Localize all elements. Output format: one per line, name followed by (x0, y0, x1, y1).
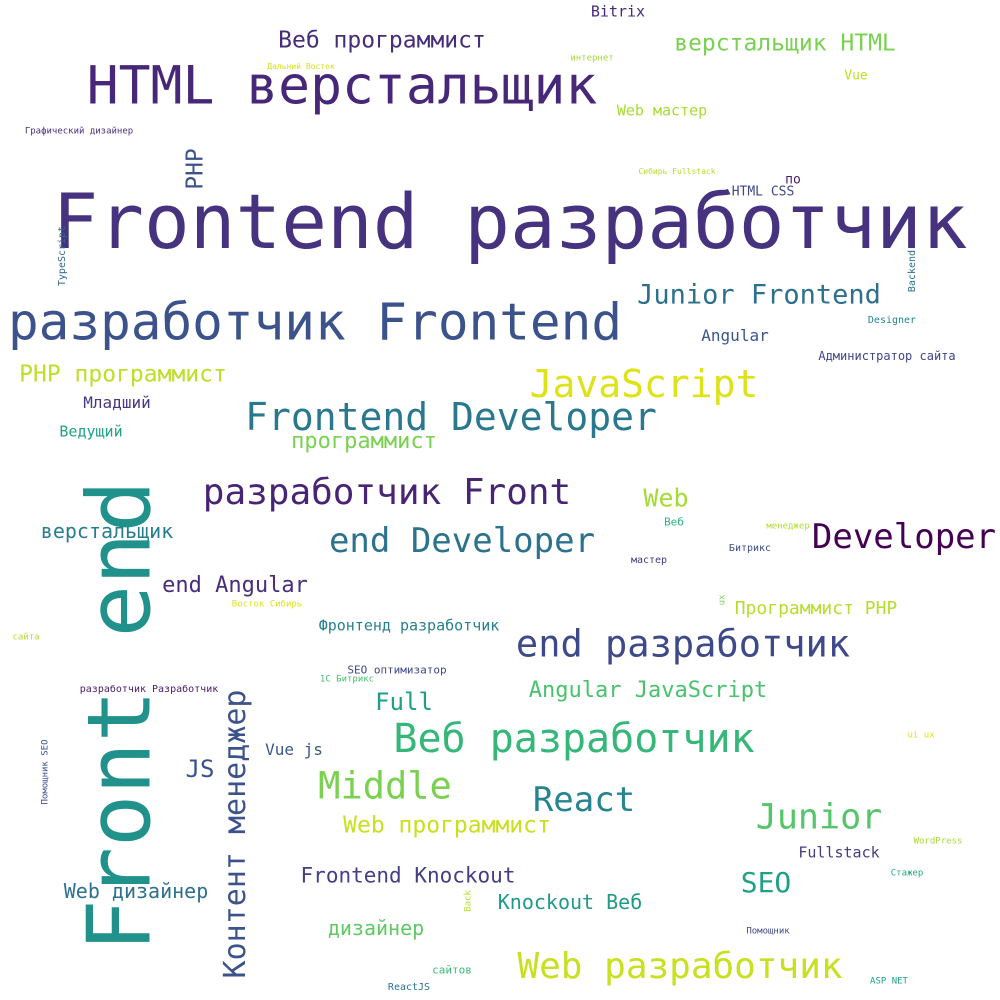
word-ui-ux: ui ux (907, 730, 935, 741)
word-internet: интернет (570, 53, 614, 64)
word-js: JS (185, 755, 215, 783)
word-seo: SEO (740, 866, 792, 899)
word-web-dizayner: Web дизайнер (63, 879, 209, 903)
word-seo-optimizator: SEO оптимизатор (347, 663, 447, 677)
word-angular: Angular (701, 326, 769, 345)
word-saytov: сайтов (432, 963, 472, 977)
word-html-css: HTML CSS (731, 184, 795, 200)
word-razrabotchik-front: разработчик Front (202, 472, 572, 513)
word-mladshiy: Младший (83, 393, 151, 412)
word-vostok-sibir: Восток Сибирь (231, 599, 303, 610)
word-pomoschnik: Помощник (746, 926, 790, 937)
word-junior-frontend: Junior Frontend (637, 279, 881, 311)
word-1s-bitriks: 1С Битрикс (319, 674, 375, 685)
word-vue-js: Vue js (265, 740, 323, 759)
word-veb: Веб (664, 515, 684, 529)
word-typescript: TypeScript (57, 225, 68, 287)
word-end-angular: end Angular (162, 573, 308, 598)
word-php-programmist: PHP программист (19, 361, 227, 388)
word-dalniy-vostok: Дальний Восток (267, 62, 335, 71)
word-razrabotchik-frontend: разработчик Frontend (7, 293, 623, 353)
word-veb-razrabotchik: Веб разработчик (393, 716, 755, 762)
word-bitriks: Битрикс (728, 543, 772, 554)
word-web: Web (643, 483, 689, 513)
word-verstalschik-html: верстальщик HTML (674, 30, 896, 57)
word-back: Back (463, 890, 474, 912)
word-end-developer: end Developer (328, 521, 596, 561)
word-designer: Designer (867, 315, 917, 326)
word-frontend-razrabotchik: Frontend разработчик (52, 177, 968, 266)
word-end-razrabotchik: end разработчик (515, 622, 851, 666)
word-sibir-fullstack: Сибирь Fullstack (638, 167, 716, 176)
word-master: мастер (630, 555, 668, 566)
word-veduschiy: Ведущий (59, 422, 123, 441)
word-web-master: Web мастер (616, 101, 708, 120)
word-developer: Developer (811, 517, 997, 557)
word-frontend-razrabotchik: Фронтенд разработчик (318, 616, 500, 635)
word-programmist: программист (291, 429, 437, 454)
word-angular-javascript: Angular JavaScript (528, 678, 768, 703)
word-razrabotchik-razrabotchik: разработчик Разработчик (79, 684, 219, 695)
word-graficheskiy-dizayner: Графический дизайнер (24, 126, 134, 137)
word-web-razrabotchik: Web разработчик (517, 946, 843, 987)
word-veb-programmist: Веб программист (278, 27, 486, 54)
word-stazher: Стажер (890, 868, 924, 879)
word-wordpress: WordPress (913, 836, 963, 847)
word-html-verstalschik: HTML верстальщик (86, 55, 598, 117)
word-verstalschik: верстальщик (40, 519, 174, 543)
word-bitrix: Bitrix (590, 2, 646, 21)
word-asp-net: ASP NET (870, 976, 908, 987)
word-sayta: сайта (12, 632, 40, 643)
word-frontend-developer: Frontend Developer (245, 395, 657, 439)
word-ux: ux (717, 594, 728, 606)
word-reactjs: ReactJS (387, 982, 431, 993)
word-po: по (785, 172, 801, 188)
word-backend: Backend (907, 249, 918, 293)
word-administrator-sayta: Администратор сайта (818, 349, 956, 363)
word-menedzher: менеджер (766, 521, 810, 532)
word-web-programmist: Web программист (343, 812, 551, 839)
word-kontent-menedzher: Контент менеджер (218, 689, 253, 979)
word-react: React (532, 780, 636, 820)
word-fullstack: Fullstack (798, 843, 880, 862)
word-javascript: JavaScript (529, 362, 759, 406)
word-pomoschnik-seo: Помощник SEO (40, 739, 51, 805)
word-middle: Middle (318, 764, 452, 808)
word-frontend-knockout: Frontend Knockout (300, 863, 516, 888)
word-knockout-veb: Knockout Веб (497, 890, 643, 914)
word-programmist-php: Программист PHP (734, 598, 898, 619)
word-full: Full (375, 688, 433, 716)
word-dizayner: дизайнер (327, 916, 425, 940)
word-vue: Vue (844, 68, 868, 84)
word-junior: Junior (755, 797, 883, 838)
